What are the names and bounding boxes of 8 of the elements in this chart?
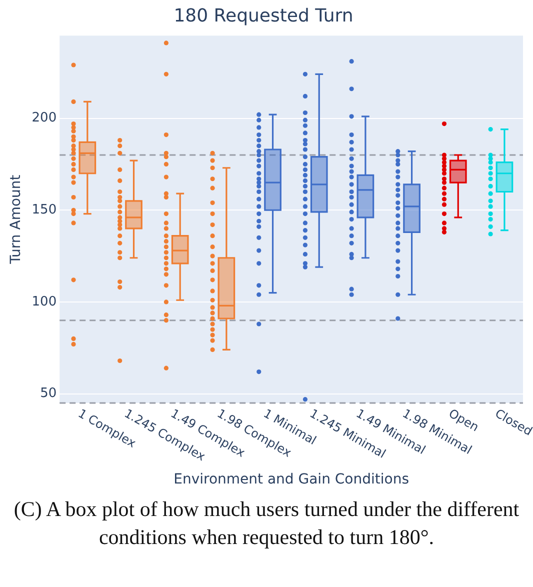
x-axis-title: Environment and Gain Conditions: [174, 472, 409, 488]
y-tick-label: 150: [32, 202, 57, 218]
y-tick-label: 200: [32, 110, 57, 126]
y-axis-title: Turn Amount: [8, 174, 24, 265]
y-tick-label: 100: [32, 294, 57, 310]
y-tick-label: 50: [40, 386, 57, 402]
text: (C) A box plot of how much users turned under the different conditions when requested to turn 180°.: [12, 496, 520, 551]
chart-title: 180 Requested Turn: [174, 5, 354, 26]
